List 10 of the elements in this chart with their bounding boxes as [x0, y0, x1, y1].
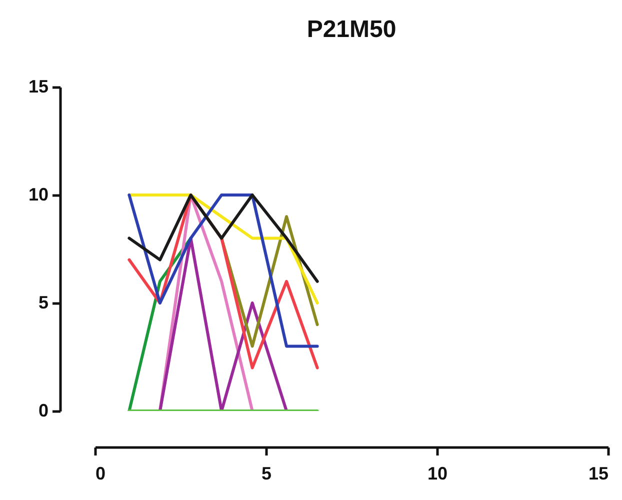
y-tick-label: 15 [28, 76, 48, 96]
x-tick-label: 10 [427, 464, 448, 484]
x-tick-label: 15 [588, 464, 608, 484]
x-tick-label: 0 [96, 464, 106, 484]
x-tick-label: 5 [261, 464, 272, 484]
y-tick-label: 0 [38, 400, 48, 420]
chart-title: P21M50 [306, 16, 396, 43]
line-series [128, 194, 319, 283]
y-tick-label: 10 [28, 184, 48, 204]
y-tick-label: 5 [38, 292, 48, 312]
